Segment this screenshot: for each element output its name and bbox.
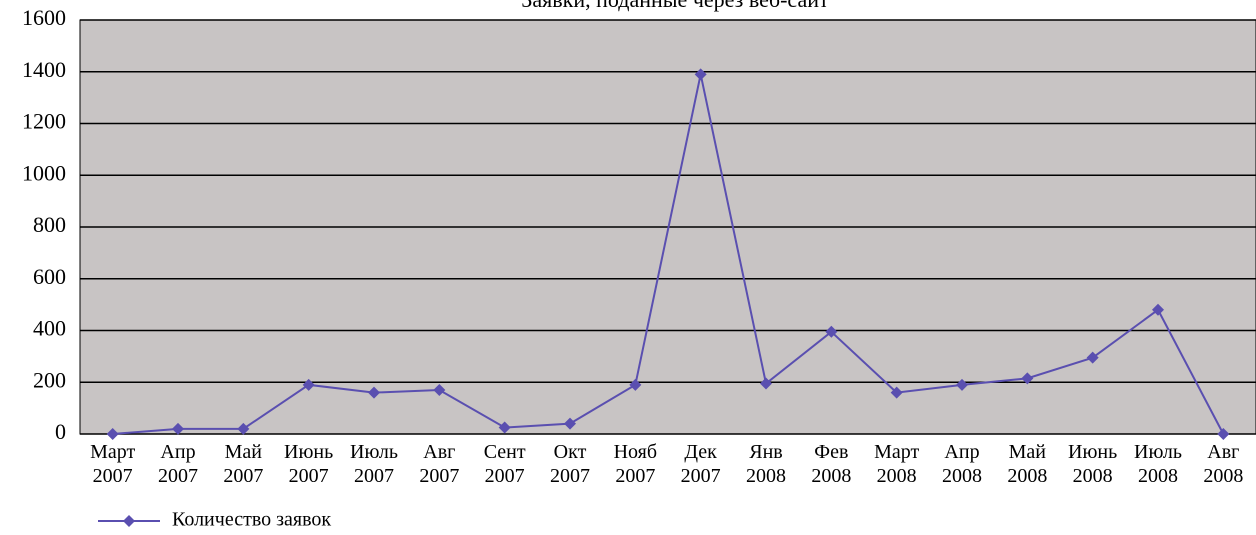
x-tick-label: Авг 2007 <box>419 441 460 487</box>
y-tick-label: 200 <box>33 367 66 392</box>
marker <box>106 428 119 440</box>
marker <box>760 377 772 390</box>
x-tick-label: Фев 2008 <box>811 441 852 487</box>
y-tick-label: 600 <box>33 264 66 289</box>
marker <box>237 422 250 435</box>
series-line <box>112 74 1225 435</box>
x-tick-label: Июнь 2007 <box>284 441 334 487</box>
x-tick-label: Авг 2008 <box>1203 441 1244 487</box>
x-tick-label: Март 2007 <box>90 441 136 487</box>
marker <box>368 386 380 399</box>
x-tick-label: Май 2008 <box>1007 441 1048 487</box>
marker <box>172 422 184 435</box>
x-tick-label: Янв 2008 <box>746 441 786 487</box>
marker <box>1086 351 1099 364</box>
marker <box>1021 372 1034 385</box>
marker <box>1152 303 1164 316</box>
y-tick-label: 800 <box>33 212 66 237</box>
marker <box>1217 428 1230 440</box>
marker <box>564 417 576 430</box>
y-tick-label: 400 <box>33 316 66 341</box>
legend-label: Количество заявок <box>172 509 331 531</box>
x-tick-label: Июль 2007 <box>350 441 398 487</box>
x-tick-label: Апр 2007 <box>158 441 198 487</box>
x-tick-label: Июль 2008 <box>1134 441 1182 487</box>
marker <box>825 325 838 338</box>
x-tick-label: Дек 2007 <box>680 441 721 487</box>
legend-marker <box>123 515 135 527</box>
y-tick-label: 1000 <box>22 160 66 185</box>
x-tick-label: Апр 2008 <box>942 441 982 487</box>
marker <box>433 384 446 397</box>
marker <box>302 378 315 391</box>
y-tick-label: 1600 <box>22 5 66 30</box>
y-tick-label: 1400 <box>22 57 66 82</box>
marker <box>890 386 903 399</box>
marker <box>498 421 511 434</box>
x-tick-label: Март 2008 <box>874 441 920 487</box>
y-tick-label: 0 <box>55 419 66 444</box>
x-tick-label: Окт 2007 <box>550 441 590 487</box>
x-tick-label: Май 2007 <box>223 441 264 487</box>
x-tick-label: Сент 2007 <box>483 441 526 487</box>
x-tick-label: Июнь 2008 <box>1068 441 1118 487</box>
x-tick-label: Нояб 2007 <box>613 441 658 487</box>
y-tick-label: 1200 <box>22 109 66 134</box>
chart-title: Заявки, поданные через веб-сайт <box>521 0 829 12</box>
marker <box>956 378 968 391</box>
marker <box>694 68 707 81</box>
marker <box>629 378 642 391</box>
